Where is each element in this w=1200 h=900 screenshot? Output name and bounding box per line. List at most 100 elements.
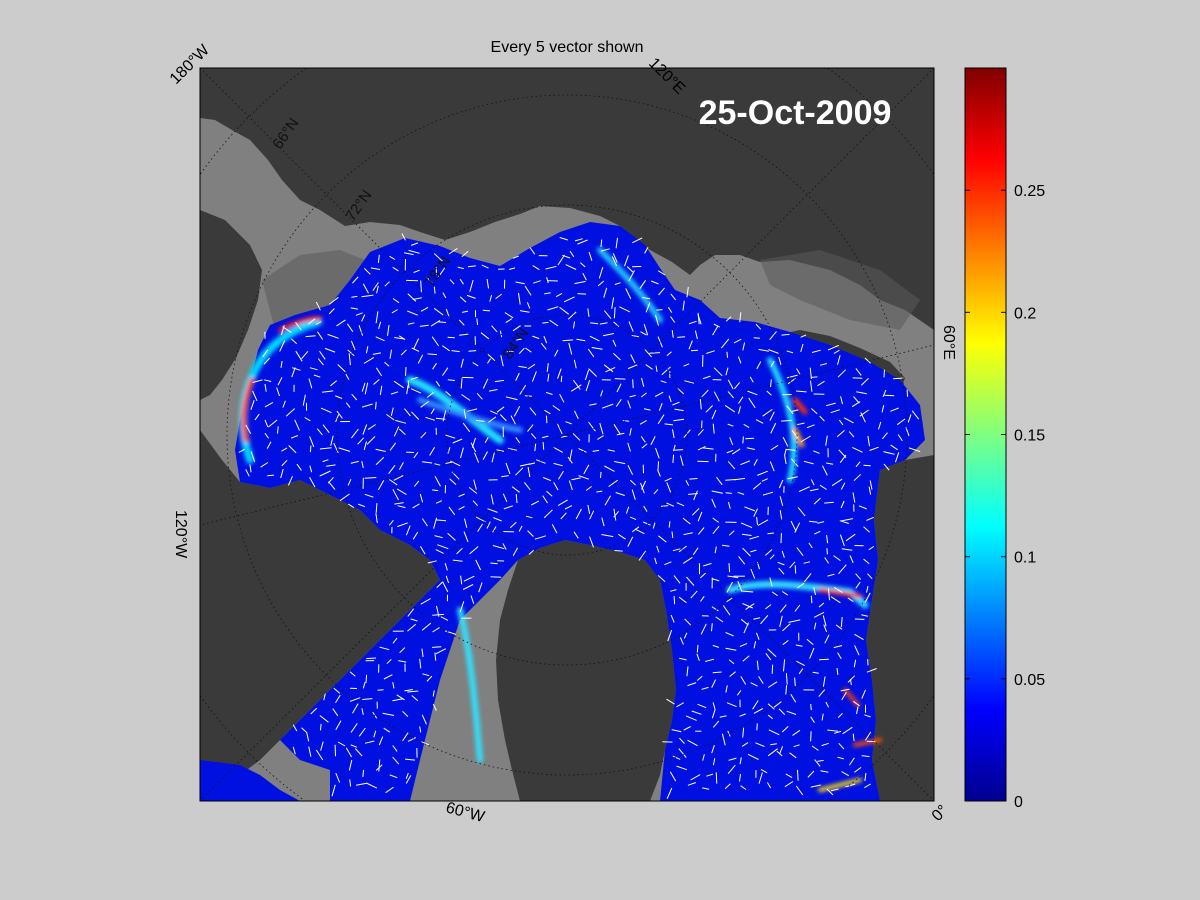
motion-vector xyxy=(908,447,921,453)
motion-vector xyxy=(779,510,783,520)
motion-vector xyxy=(864,783,871,789)
motion-vector xyxy=(639,419,647,425)
motion-vector xyxy=(527,530,534,537)
motion-vector xyxy=(860,377,869,386)
motion-vector xyxy=(432,627,440,633)
motion-vector xyxy=(841,548,853,551)
motion-vector xyxy=(574,410,579,420)
motion-vector xyxy=(529,247,536,255)
motion-vector xyxy=(729,671,736,677)
motion-vector xyxy=(757,519,769,526)
motion-vector xyxy=(435,648,447,655)
motion-vector xyxy=(762,491,774,496)
motion-vector xyxy=(361,382,366,392)
motion-vector xyxy=(711,578,720,582)
motion-vector xyxy=(669,771,677,782)
motion-vector xyxy=(810,408,818,415)
motion-vector xyxy=(758,676,764,684)
motion-vector xyxy=(430,319,441,327)
motion-vector xyxy=(655,365,658,372)
motion-vector xyxy=(315,749,324,761)
motion-vector xyxy=(837,712,843,718)
motion-vector xyxy=(502,543,507,550)
motion-vector xyxy=(459,278,464,285)
motion-vector xyxy=(906,389,909,397)
motion-vector xyxy=(412,503,420,509)
motion-vector xyxy=(836,430,845,438)
motion-vector xyxy=(414,480,420,487)
motion-vector xyxy=(813,450,820,454)
motion-vector xyxy=(404,408,411,417)
motion-vector xyxy=(447,379,455,381)
motion-vector xyxy=(587,348,595,358)
motion-vector xyxy=(856,706,859,715)
motion-vector xyxy=(738,396,744,404)
motion-vector xyxy=(683,632,688,639)
motion-vector xyxy=(389,349,392,359)
motion-vector xyxy=(405,775,412,784)
graticule xyxy=(200,68,934,801)
motion-vector xyxy=(397,505,406,509)
motion-vector xyxy=(896,418,906,426)
motion-vector xyxy=(834,730,842,734)
motion-vector xyxy=(701,389,709,398)
motion-vector xyxy=(600,239,603,248)
motion-vector xyxy=(463,575,475,582)
motion-vector xyxy=(672,755,681,760)
motion-vector xyxy=(737,581,743,592)
motion-vector xyxy=(319,470,331,477)
motion-vector xyxy=(491,452,495,463)
motion-vector xyxy=(350,723,358,733)
motion-vector xyxy=(845,783,856,788)
ice-motion-vectors xyxy=(238,233,921,799)
motion-vector xyxy=(505,318,513,324)
motion-vector xyxy=(817,759,824,762)
motion-vector xyxy=(597,280,605,287)
motion-vector xyxy=(907,414,912,423)
motion-vector xyxy=(833,349,840,354)
motion-vector xyxy=(425,416,436,421)
motion-vector xyxy=(784,448,787,456)
motion-vector xyxy=(725,647,737,651)
motion-vector xyxy=(507,447,518,451)
motion-vector xyxy=(838,419,844,426)
motion-vector xyxy=(432,613,444,616)
motion-vector xyxy=(653,489,659,495)
motion-vector xyxy=(587,308,590,317)
motion-vector xyxy=(838,742,845,750)
motion-vector xyxy=(726,702,737,708)
motion-vector xyxy=(756,517,758,525)
motion-vector xyxy=(604,495,612,506)
motion-vector xyxy=(742,342,746,351)
motion-vector xyxy=(614,550,623,552)
motion-vector xyxy=(753,337,760,339)
colorbar-tick-label: 0.05 xyxy=(1014,672,1045,689)
motion-vector xyxy=(726,351,729,358)
motion-vector xyxy=(444,562,448,571)
motion-vector xyxy=(890,444,898,451)
motion-vector xyxy=(320,741,324,751)
motion-vector xyxy=(825,701,830,708)
motion-vector xyxy=(629,394,636,398)
motion-vector xyxy=(893,377,904,380)
shelf-beaufort xyxy=(262,250,370,330)
motion-vector xyxy=(841,518,853,522)
motion-vector xyxy=(319,350,326,360)
motion-vector xyxy=(867,435,870,447)
motion-vector xyxy=(779,746,784,755)
motion-vector xyxy=(612,352,621,361)
motion-vector xyxy=(349,779,352,787)
motion-vector xyxy=(412,531,419,540)
motion-vector xyxy=(337,364,346,373)
motion-vector xyxy=(796,390,807,393)
motion-vector xyxy=(411,411,420,420)
motion-vector xyxy=(509,521,517,529)
motion-vector xyxy=(375,513,378,524)
motion-vector xyxy=(434,652,437,661)
motion-vector xyxy=(296,463,302,471)
motion-vector xyxy=(338,447,351,452)
motion-vector xyxy=(813,587,816,596)
motion-vector xyxy=(859,409,869,417)
motion-vector xyxy=(697,511,703,522)
motion-vector xyxy=(694,330,698,340)
